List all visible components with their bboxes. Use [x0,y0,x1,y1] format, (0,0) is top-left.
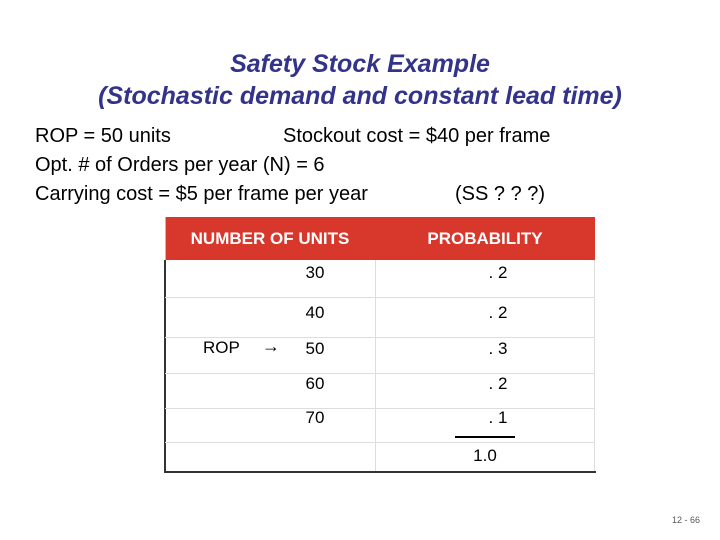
info-text: Opt. # of Orders per year (N) = 6 [35,154,325,176]
border [164,471,596,473]
info-text: ROP = 50 units [35,125,171,147]
cell: . 2 [488,263,508,282]
row-line [165,373,595,374]
cell: . 3 [488,339,508,358]
info-text: Stockout cost = $40 per frame [283,125,551,147]
title: (Stochastic demand and constant lead tim… [98,82,622,110]
info-text: (SS ? ? ?) [455,183,546,205]
arrow: → [262,336,280,356]
rop-marker: ROP [203,338,240,357]
column-header: NUMBER OF UNITS [165,217,375,260]
sum-line [455,436,515,438]
border [165,217,166,260]
row-line [165,297,595,298]
border [375,260,376,472]
cell: 40 [305,303,325,322]
cell: 50 [305,339,325,358]
cell: . 2 [488,374,508,393]
cell: 30 [305,263,325,282]
title: Safety Stock Example [230,50,490,78]
border [594,260,595,472]
total: 1.0 [473,446,497,465]
row-line [165,337,595,338]
cell: . 1 [488,408,508,427]
info-text: Carrying cost = $5 per frame per year [35,183,368,205]
row-line [165,408,595,409]
row-line [165,442,595,443]
column-header: PROBABILITY [375,217,595,260]
border [164,260,166,473]
page-number: 12 - 66 [671,515,700,525]
cell: 60 [305,374,325,393]
cell: 70 [305,408,325,427]
cell: . 2 [488,303,508,322]
